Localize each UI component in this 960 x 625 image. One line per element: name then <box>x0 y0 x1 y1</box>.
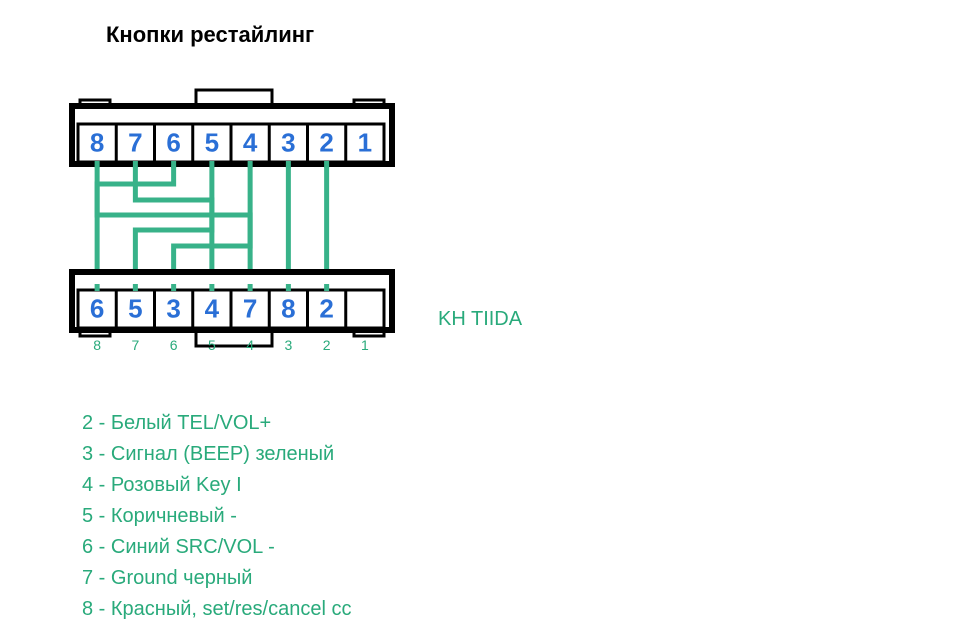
pin-position-number: 2 <box>323 337 331 353</box>
pin-position-number: 3 <box>284 337 292 353</box>
pin-number: 4 <box>205 293 220 323</box>
pin-number: 3 <box>281 127 295 157</box>
pin-number: 7 <box>243 293 257 323</box>
pin-number: 6 <box>166 127 180 157</box>
pin-position-number: 6 <box>170 337 178 353</box>
pin-position-number: 5 <box>208 337 216 353</box>
pin-position-number: 4 <box>246 337 254 353</box>
pin-position-number: 1 <box>361 337 369 353</box>
pin-number: 8 <box>90 127 104 157</box>
pin-position-number: 7 <box>131 337 139 353</box>
pin-number: 8 <box>281 293 295 323</box>
pin-number: 1 <box>358 127 372 157</box>
pin-number: 6 <box>90 293 104 323</box>
pin-number: 3 <box>166 293 180 323</box>
pin-number: 5 <box>205 127 219 157</box>
pin-number: 2 <box>319 293 333 323</box>
pin-number: 2 <box>319 127 333 157</box>
pin-number: 5 <box>128 293 142 323</box>
pin-position-number: 8 <box>93 337 101 353</box>
pin-number: 4 <box>243 127 258 157</box>
pin-number: 7 <box>128 127 142 157</box>
wiring-diagram: 87654321653478287654321 <box>0 0 960 624</box>
connector-top: 87654321 <box>72 90 392 164</box>
connector-bottom: 653478287654321 <box>72 272 392 353</box>
